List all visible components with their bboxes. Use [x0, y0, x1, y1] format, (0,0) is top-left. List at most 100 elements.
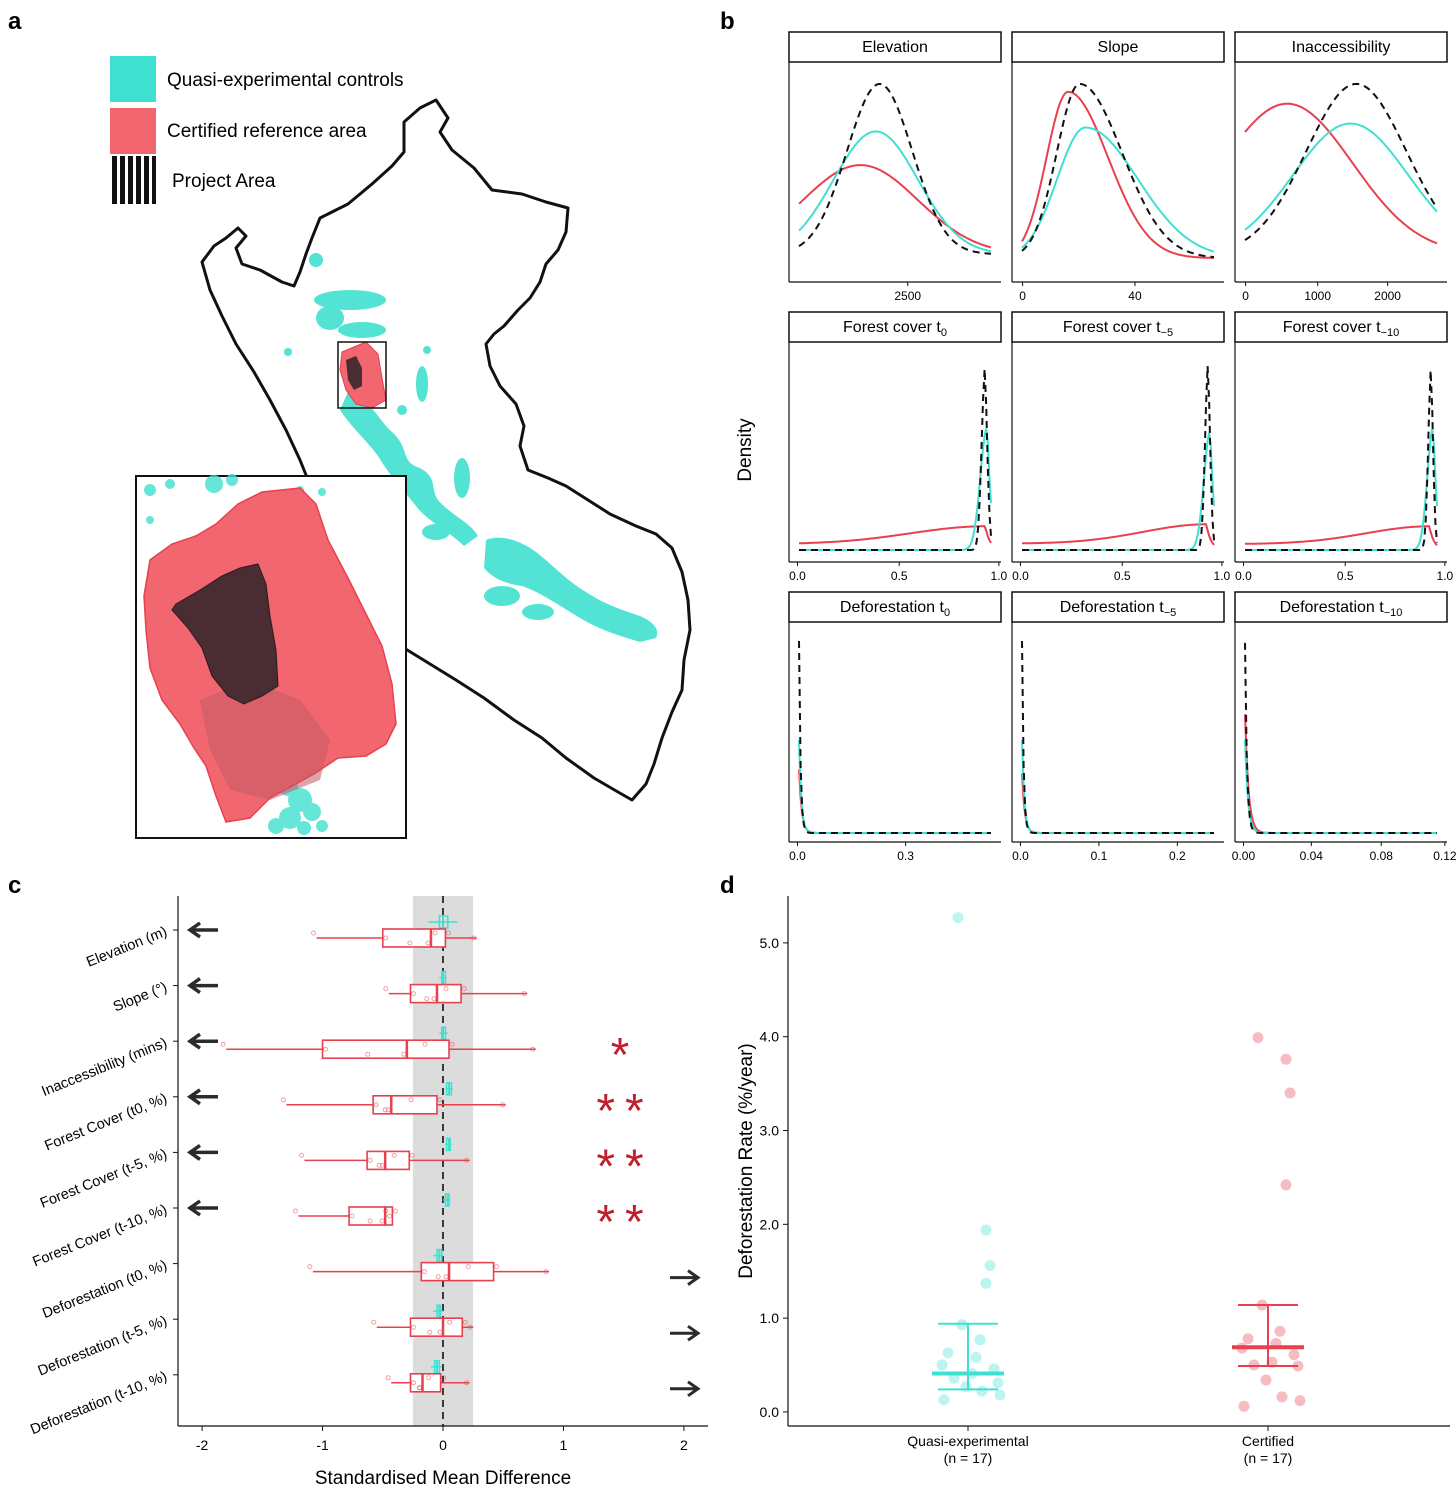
facet-tick-label: 2500 — [894, 289, 921, 303]
density-facet: Deforestation t−10 0.00 0.04 0.08 0.12 — [1232, 591, 1456, 863]
density-facet: Forest cover t−5 0.0 0.5 1.0 — [1011, 311, 1231, 583]
left-arrow-icon — [186, 1032, 218, 1050]
facet-tick-label: 0.3 — [897, 849, 914, 863]
facet-title: Deforestation t−5 — [1060, 599, 1177, 619]
density-curve-control — [1244, 122, 1438, 231]
panel-label-c: c — [8, 872, 22, 899]
data-point — [970, 1352, 982, 1364]
legend-label-project: Project Area — [172, 171, 276, 192]
group-label: Certified — [1242, 1433, 1294, 1449]
density-curve-control — [798, 130, 992, 253]
row-label: Forest Cover (t-10, %) — [31, 1202, 170, 1271]
data-point — [984, 1260, 996, 1272]
data-point — [1252, 1032, 1264, 1044]
data-point — [994, 1389, 1006, 1401]
density-curve-control — [799, 428, 992, 551]
left-arrow-icon — [186, 977, 218, 995]
facet-tick-label: 0.00 — [1232, 849, 1256, 863]
facet-tick-label: 0.2 — [1169, 849, 1186, 863]
y-tick-label: 1.0 — [760, 1310, 780, 1326]
smd-row: Forest Cover (t-10, %) ** — [31, 1193, 644, 1271]
row-label: Slope (°) — [111, 979, 169, 1015]
density-curve-certified — [1021, 773, 1214, 834]
inset-map — [135, 474, 407, 839]
facet-strip — [788, 31, 1002, 63]
facet-strip — [1011, 591, 1225, 623]
density-curve-control — [1245, 428, 1438, 551]
facet-tick-label: 0.04 — [1300, 849, 1324, 863]
data-point — [960, 1381, 972, 1393]
panel-label-d: d — [720, 872, 735, 899]
density-facet: Slope 0 40 — [1011, 31, 1225, 303]
facet-tick-label: 0.5 — [1337, 569, 1354, 583]
project-hatch — [112, 156, 156, 204]
facet-strip — [1234, 311, 1448, 343]
x-tick-label: 1 — [560, 1437, 568, 1453]
x-tick-label: -1 — [316, 1437, 329, 1453]
density-curve-certified — [798, 164, 992, 249]
density-curve-ref — [799, 368, 992, 551]
data-point — [1266, 1356, 1278, 1368]
density-curve-ref — [1021, 82, 1215, 258]
certified-box — [348, 1206, 394, 1226]
row-label: Forest Cover (t0, %) — [42, 1091, 169, 1155]
density-facet: Forest cover t−10 0.0 0.5 1.0 — [1234, 311, 1454, 583]
data-point — [1238, 1400, 1250, 1412]
project-area-mini — [346, 356, 362, 390]
data-point — [1274, 1325, 1286, 1337]
group-n-label: (n = 17) — [1244, 1450, 1293, 1466]
row-label: Inaccessibility (mins) — [39, 1035, 169, 1100]
facet-title: Deforestation t−10 — [1280, 599, 1403, 619]
data-point — [952, 912, 964, 924]
facet-tick-label: 2000 — [1374, 289, 1401, 303]
facet-tick-label: 0.0 — [1235, 569, 1252, 583]
significance-stars: ** — [596, 1085, 653, 1138]
legend-label-control: Quasi-experimental controls — [167, 70, 404, 91]
density-curve-ref — [798, 640, 991, 834]
density-curve-certified — [798, 769, 991, 834]
density-facet: Deforestation t−5 0.0 0.1 0.2 — [1011, 591, 1225, 863]
certified-box — [321, 1039, 450, 1059]
density-curve-ref — [1245, 370, 1438, 551]
smd-boxplot-panel: -2 -1 0 1 2 Standardised Mean Difference Eleva… — [28, 896, 708, 1489]
facet-tick-label: 0.1 — [1091, 849, 1108, 863]
legend-label-certified: Certified reference area — [167, 121, 367, 142]
data-point — [992, 1377, 1004, 1389]
y-tick-label: 3.0 — [760, 1123, 780, 1139]
left-arrow-icon — [186, 1088, 218, 1106]
density-curve-ref — [798, 83, 992, 255]
facet-title: Forest cover t0 — [843, 319, 947, 339]
row-label: Deforestation (t-10, %) — [28, 1369, 169, 1438]
y-tick-label: 5.0 — [760, 935, 780, 951]
facet-strip — [788, 591, 1002, 623]
x-tick-label: 0 — [439, 1437, 447, 1453]
facet-tick-label: 1.0 — [991, 569, 1008, 583]
right-arrow-icon — [670, 1324, 701, 1342]
facet-title: Inaccessibility — [1292, 39, 1391, 56]
density-panel: Density Elevation 2500 Slope 0 40 Inaccessibi… — [735, 31, 1456, 863]
density-facet: Inaccessibility 0 1000 2000 — [1234, 31, 1448, 303]
density-curve-ref — [1021, 640, 1214, 834]
certified-box — [372, 1095, 438, 1115]
inset-locator-box — [337, 341, 387, 409]
scatter-group: Certified(n = 17) — [1232, 1032, 1306, 1466]
facet-tick-label: 0.08 — [1370, 849, 1394, 863]
density-curve-control — [1021, 739, 1214, 834]
facet-tick-label: 0.0 — [789, 849, 806, 863]
left-arrow-icon — [186, 921, 218, 939]
facet-strip — [1011, 31, 1225, 63]
row-label: Forest Cover (t-5, %) — [38, 1146, 169, 1212]
data-point — [974, 1334, 986, 1346]
facet-tick-label: 0.0 — [1012, 569, 1029, 583]
control-areas — [284, 253, 658, 642]
density-curve-certified — [1245, 525, 1438, 546]
data-point — [1288, 1349, 1300, 1361]
data-point — [1284, 1087, 1296, 1099]
data-point — [1294, 1395, 1306, 1407]
facet-title: Forest cover t−10 — [1283, 319, 1399, 339]
left-arrow-icon — [186, 1143, 218, 1161]
density-curve-certified — [798, 525, 992, 545]
group-label: Quasi-experimental — [907, 1433, 1028, 1449]
certified-swatch — [110, 108, 156, 154]
smd-row: Forest Cover (t-5, %) ** — [38, 1137, 644, 1212]
